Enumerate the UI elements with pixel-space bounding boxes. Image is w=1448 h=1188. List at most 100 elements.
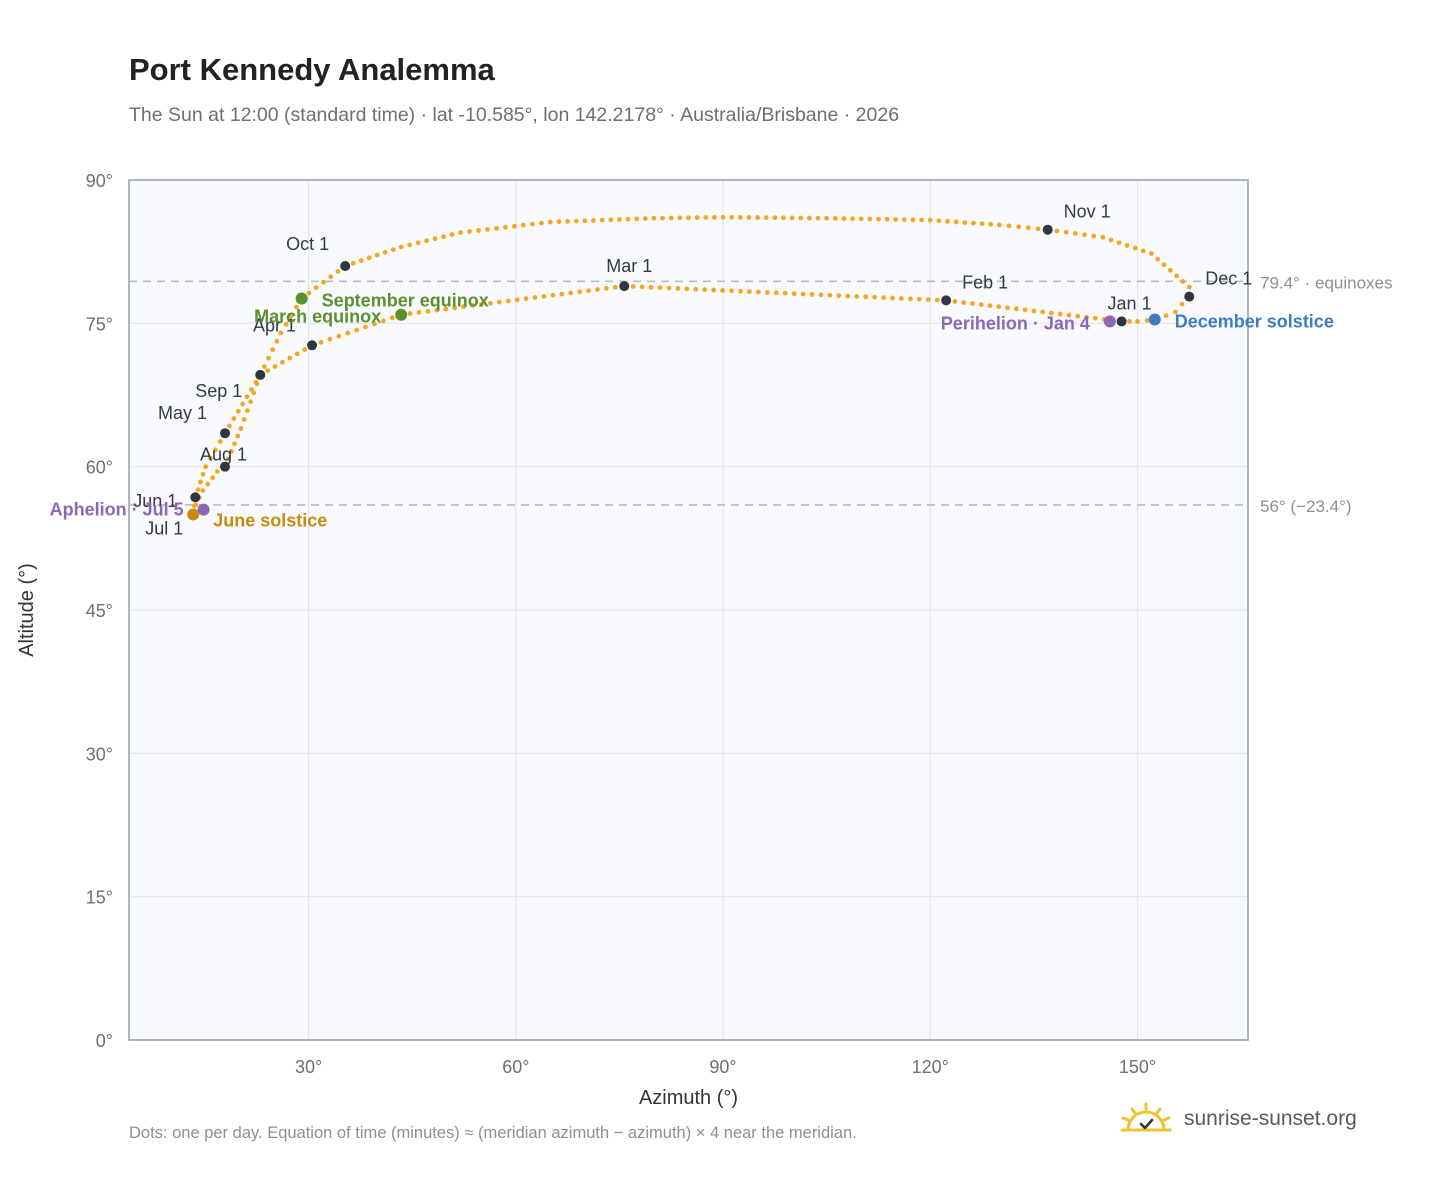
month-marker-label: Feb 1 [962,272,1008,292]
day-dot [424,238,430,244]
day-dot [251,390,257,396]
month-marker-label: Dec 1 [1205,269,1252,289]
day-dot [919,217,925,223]
day-dot [1100,234,1106,240]
event-marker [295,292,308,305]
day-dot [195,487,201,492]
day-dot [573,218,579,224]
x-tick-label: 60° [502,1057,529,1077]
day-dot [1167,267,1173,273]
day-dot [479,302,484,307]
month-marker-label: Mar 1 [606,256,652,276]
day-dot [313,285,319,291]
day-dot [927,217,933,223]
day-dot [746,215,752,220]
reference-line-label: 56° (−23.4°) [1260,497,1352,516]
day-dot [612,284,618,290]
day-dot [244,408,250,414]
day-dot [389,315,395,321]
day-dot [374,252,380,258]
day-dot [217,439,223,444]
day-dot [212,447,218,453]
day-dot [806,215,812,221]
day-dot [836,293,842,299]
day-dot [604,285,609,291]
day-dot [265,368,271,374]
day-dot [907,296,913,302]
month-marker [220,461,231,472]
day-dot [416,310,422,315]
month-marker [307,340,318,351]
day-dot [971,220,976,226]
day-dot [582,218,588,224]
brand[interactable]: sunrise-sunset.org [1118,1102,1357,1136]
y-tick-label: 30° [86,744,113,764]
day-dot [755,215,760,220]
day-dot [1013,306,1019,312]
day-dot [764,290,770,295]
day-dot [278,330,284,336]
day-dot [449,232,455,238]
day-dot [1132,245,1138,251]
day-dot [899,296,904,301]
day-dot [863,294,869,300]
day-dot [996,222,1002,228]
day-dot [634,216,640,222]
day-dot [1049,310,1054,316]
day-dot [962,220,968,225]
day-dot [238,426,244,431]
day-dot [970,301,975,306]
day-dot [791,291,797,297]
day-dot [639,284,645,290]
day-dot [228,448,234,454]
y-tick-label: 90° [86,171,113,191]
day-dot [328,274,334,280]
day-dot [203,464,209,470]
day-dot [608,217,614,223]
day-dot [979,221,985,227]
event-marker [197,503,210,516]
day-dot [910,217,916,223]
day-dot [763,215,769,221]
day-dot [675,286,681,291]
day-dot [720,288,726,293]
y-tick-label: 45° [86,601,113,621]
event-label: Perihelion · Jan 4 [941,313,1090,333]
month-marker-label: Jul 1 [145,518,183,538]
day-dot [684,286,690,292]
day-dot [287,355,293,361]
day-dot [818,292,824,298]
day-dot [523,296,529,302]
day-dot [538,220,544,226]
day-dot [1035,226,1041,232]
day-dot [261,364,267,369]
month-marker-label: May 1 [158,403,207,423]
day-dot [925,297,931,303]
day-dot [556,219,562,225]
day-dot [617,217,622,222]
day-dot [747,289,752,295]
day-dot [363,324,368,330]
day-dot [550,292,556,298]
day-dot [789,215,795,221]
day-dot [232,441,237,447]
day-dot [577,289,583,295]
day-dot [345,330,351,336]
month-marker-label: Oct 1 [286,234,329,254]
day-dot [824,215,830,221]
day-dot [198,479,203,485]
day-dot [773,290,779,296]
day-dot [872,294,878,300]
day-dot [996,304,1002,310]
day-dot [302,347,308,352]
day-dot [1025,225,1031,231]
day-dot [729,288,734,294]
day-dot [485,227,490,232]
day-dot [415,240,421,246]
day-dot [288,313,294,319]
month-marker [1042,224,1053,235]
month-marker-label: Jan 1 [1108,293,1152,313]
day-dot [1173,309,1178,315]
day-dot [366,255,372,261]
day-dot [503,224,508,230]
